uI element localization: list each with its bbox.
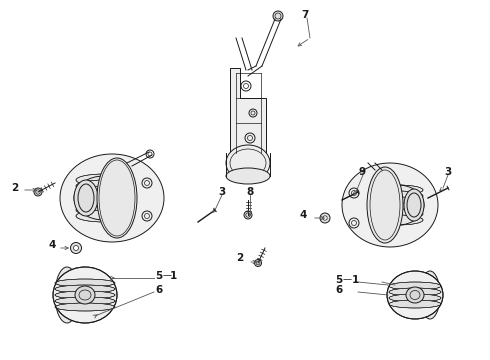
Text: 7: 7 xyxy=(301,10,309,20)
Text: 6: 6 xyxy=(155,285,162,295)
Ellipse shape xyxy=(55,267,79,323)
Ellipse shape xyxy=(55,303,115,311)
Text: 2: 2 xyxy=(236,253,244,263)
Text: 2: 2 xyxy=(11,183,19,193)
Ellipse shape xyxy=(226,168,270,184)
Ellipse shape xyxy=(226,145,270,181)
Ellipse shape xyxy=(373,197,423,207)
Text: 1: 1 xyxy=(352,275,359,285)
Ellipse shape xyxy=(389,300,441,308)
Ellipse shape xyxy=(97,158,137,238)
Ellipse shape xyxy=(367,167,403,243)
Text: 3: 3 xyxy=(444,167,452,177)
Circle shape xyxy=(74,246,78,251)
Ellipse shape xyxy=(75,286,95,304)
Ellipse shape xyxy=(76,180,132,192)
Ellipse shape xyxy=(373,209,423,219)
Circle shape xyxy=(34,188,42,196)
Circle shape xyxy=(320,213,330,223)
Text: 1: 1 xyxy=(170,271,177,281)
Ellipse shape xyxy=(76,204,132,216)
Text: 4: 4 xyxy=(49,240,56,250)
Ellipse shape xyxy=(76,210,132,222)
Ellipse shape xyxy=(74,180,98,216)
Text: —: — xyxy=(163,271,172,280)
Ellipse shape xyxy=(404,189,424,221)
Circle shape xyxy=(71,243,81,253)
Text: 9: 9 xyxy=(359,167,366,177)
Ellipse shape xyxy=(342,163,438,247)
Circle shape xyxy=(254,260,262,266)
Ellipse shape xyxy=(389,288,441,296)
Polygon shape xyxy=(230,68,266,153)
Ellipse shape xyxy=(55,279,115,287)
Ellipse shape xyxy=(389,282,441,290)
Ellipse shape xyxy=(389,294,441,302)
Ellipse shape xyxy=(60,154,164,242)
Ellipse shape xyxy=(55,285,115,293)
Text: 6: 6 xyxy=(335,285,342,295)
Text: 4: 4 xyxy=(299,210,307,220)
Ellipse shape xyxy=(76,192,132,204)
Ellipse shape xyxy=(373,215,423,225)
Ellipse shape xyxy=(406,287,424,303)
Ellipse shape xyxy=(373,191,423,201)
Text: 5: 5 xyxy=(335,275,342,285)
Circle shape xyxy=(273,11,283,21)
Text: —: — xyxy=(343,275,352,284)
Text: 5: 5 xyxy=(155,271,162,281)
Ellipse shape xyxy=(55,297,115,305)
Ellipse shape xyxy=(76,198,132,210)
Text: 3: 3 xyxy=(219,187,225,197)
Ellipse shape xyxy=(373,203,423,213)
Ellipse shape xyxy=(55,291,115,299)
Ellipse shape xyxy=(76,186,132,198)
Ellipse shape xyxy=(76,174,132,186)
Ellipse shape xyxy=(373,185,423,195)
Ellipse shape xyxy=(53,267,117,323)
Circle shape xyxy=(244,211,252,219)
Ellipse shape xyxy=(387,271,443,319)
Ellipse shape xyxy=(420,271,440,319)
Circle shape xyxy=(323,216,327,220)
Text: 8: 8 xyxy=(246,187,254,197)
